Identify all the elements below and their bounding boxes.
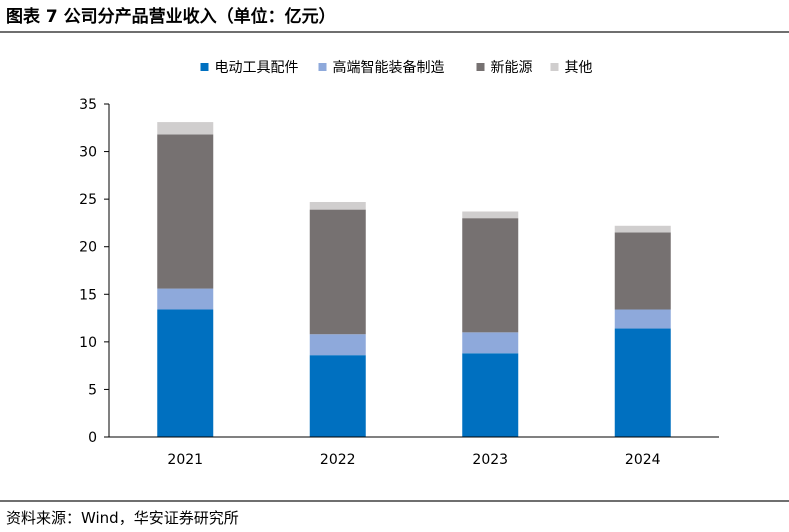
legend-swatch <box>476 63 485 71</box>
x-tick-label: 2022 <box>320 452 356 468</box>
legend-swatch <box>318 63 327 71</box>
legend-item: 其他 <box>550 60 593 76</box>
bar-segment <box>157 134 214 289</box>
bar-segment <box>462 218 519 333</box>
bar-stack-2023 <box>462 211 519 437</box>
bar-segment <box>614 309 671 329</box>
bar-segment <box>614 232 671 310</box>
bar-segment <box>157 309 214 437</box>
legend-item: 高端智能装备制造 <box>318 59 445 76</box>
x-tick-label: 2023 <box>472 452 508 468</box>
bar-segment <box>462 353 519 437</box>
legend-swatch <box>200 63 209 71</box>
y-tick-label: 30 <box>79 145 97 161</box>
figure-title: 图表 7 公司分产品营业收入（单位：亿元） <box>6 7 336 27</box>
bar-segment <box>309 201 366 210</box>
bar-segment <box>309 334 366 356</box>
x-tick-label: 2024 <box>625 452 661 468</box>
bar-stack-2022 <box>309 201 366 437</box>
y-axis: 0 5 10 15 20 25 30 35 <box>79 97 110 446</box>
y-tick-label: 25 <box>79 192 97 208</box>
y-tick-label: 20 <box>79 240 97 256</box>
bar-stack-2021 <box>157 122 214 437</box>
legend-label: 其他 <box>565 60 593 76</box>
x-axis: 2021 2022 2023 2024 <box>109 436 719 468</box>
bottom-divider <box>0 500 789 502</box>
y-tick-label: 15 <box>79 287 97 303</box>
y-tick-label: 10 <box>79 335 97 351</box>
bar-segment <box>614 328 671 437</box>
bars <box>157 122 671 437</box>
legend-item: 电动工具配件 <box>200 60 299 76</box>
bar-segment <box>462 332 519 354</box>
legend-label: 电动工具配件 <box>215 60 299 76</box>
bar-segment <box>309 209 366 335</box>
top-divider <box>0 31 789 33</box>
bar-segment <box>614 225 671 233</box>
y-tick-label: 0 <box>88 430 97 446</box>
legend-label: 新能源 <box>491 60 533 76</box>
x-tick-label: 2021 <box>167 452 203 468</box>
y-tick-label: 35 <box>79 97 97 113</box>
legend: 电动工具配件 高端智能装备制造 新能源 其他 <box>200 59 593 76</box>
bar-segment <box>157 288 214 310</box>
y-tick-label: 5 <box>88 382 97 398</box>
bar-stack-2024 <box>614 225 671 437</box>
legend-label: 高端智能装备制造 <box>333 59 445 76</box>
legend-swatch <box>550 63 559 71</box>
bar-segment <box>462 211 519 219</box>
bar-segment <box>157 122 214 135</box>
source-note: 资料来源：Wind，华安证券研究所 <box>6 509 239 527</box>
bar-segment <box>309 355 366 437</box>
legend-item: 新能源 <box>476 60 533 76</box>
